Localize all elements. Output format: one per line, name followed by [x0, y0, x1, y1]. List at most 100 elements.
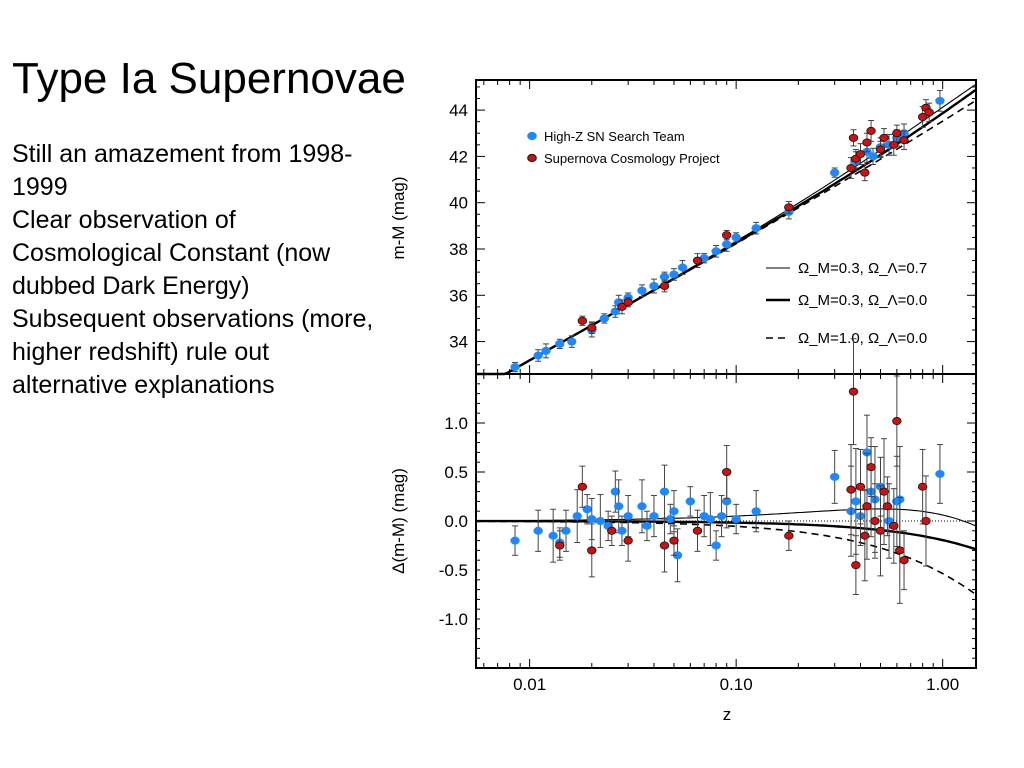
top-panel: 34 36 38 40 42 44 High-Z SN Search Team Superno… [449, 79, 977, 376]
data-point [829, 472, 840, 481]
data-point [731, 233, 741, 242]
data-point [917, 113, 928, 122]
y-tick-label: 0.0 [444, 512, 468, 531]
data-point [935, 96, 945, 105]
data-point [860, 168, 870, 177]
data-point [892, 417, 902, 426]
data-point [669, 536, 679, 545]
slide-title: Type Ia Supernovae [12, 54, 406, 103]
data-point [855, 482, 866, 491]
data-point [917, 482, 928, 491]
data-point [599, 314, 610, 323]
legend-label: Ω_M=0.3, Ω_Λ=0.0 [798, 292, 927, 309]
data-point [851, 497, 861, 506]
y-tick-label: 1.0 [444, 414, 468, 433]
data-point [705, 515, 716, 524]
bullet-list: Still an amazement from 1998-1999 Clear … [12, 138, 382, 402]
data-point [669, 507, 679, 516]
data-point [685, 497, 696, 506]
data-point [882, 502, 893, 511]
data-point [659, 272, 670, 281]
data-point [721, 231, 732, 240]
y-tick-label: 36 [449, 286, 468, 305]
data-point [711, 247, 721, 256]
x-tick-label: 1.00 [926, 675, 959, 694]
bottom-y-axis-label: Δ(m-M) (mag) [389, 468, 408, 574]
data-point [829, 168, 840, 177]
data-point [649, 512, 659, 521]
legend-label: Ω_M=0.3, Ω_Λ=0.7 [798, 260, 927, 277]
data-point [899, 556, 909, 565]
y-tick-label: -0.5 [439, 561, 468, 580]
legend-label: High-Z SN Search Team [544, 129, 685, 144]
data-point [607, 526, 617, 535]
data-point [617, 526, 627, 535]
data-point [879, 487, 889, 496]
data-point [860, 531, 870, 540]
data-point [659, 487, 670, 496]
data-point [649, 282, 659, 291]
legend-label: Ω_M=1.0, Ω_Λ=0.0 [798, 330, 927, 347]
data-point [924, 108, 934, 117]
x-tick-label: 0.01 [513, 675, 546, 694]
data-point [879, 133, 889, 142]
data-point [610, 307, 621, 316]
data-point [669, 270, 679, 279]
data-point [711, 541, 721, 550]
data-point [637, 502, 647, 511]
data-point [721, 240, 732, 249]
data-point [899, 136, 909, 145]
data-point [555, 339, 565, 348]
data-point [659, 282, 670, 291]
bullet-item: Subsequent observations (more, higher re… [12, 305, 374, 399]
data-point [541, 346, 551, 355]
data-point [868, 152, 878, 161]
data-point [848, 387, 859, 396]
data-point [895, 546, 905, 555]
data-point [889, 521, 899, 530]
data-point [866, 126, 876, 135]
bullet-item: Still an amazement from 1998-1999 [12, 140, 353, 201]
data-point [595, 516, 606, 525]
legend-marker [527, 131, 537, 141]
y-tick-label: 40 [449, 194, 468, 213]
data-point [659, 541, 670, 550]
data-point [870, 516, 880, 525]
data-point [533, 526, 543, 535]
y-tick-label: 34 [449, 333, 468, 352]
data-point [692, 526, 703, 535]
y-tick-label: 38 [449, 240, 468, 259]
data-point [577, 482, 588, 491]
data-point [510, 536, 520, 545]
data-point [866, 463, 876, 472]
data-point [875, 145, 886, 154]
legend-marker [527, 153, 537, 163]
data-point [848, 133, 859, 142]
data-point [561, 526, 571, 535]
data-point [935, 469, 945, 478]
x-tick-label: 0.10 [720, 675, 753, 694]
y-tick-label: 0.5 [444, 463, 468, 482]
model-curve [476, 99, 977, 375]
data-point [889, 140, 899, 149]
data-point [642, 521, 652, 530]
data-point [548, 531, 558, 540]
data-point [716, 512, 727, 521]
x-axis-label: z [723, 705, 732, 724]
data-point [721, 467, 732, 476]
data-point [533, 351, 543, 360]
data-point [623, 536, 633, 545]
top-y-axis-label: m-M (mag) [389, 176, 408, 259]
hubble-diagram-figure: 34 36 38 40 42 44 High-Z SN Search Team Superno… [389, 79, 977, 724]
data-point [862, 502, 872, 511]
y-tick-label: -1.0 [439, 610, 468, 629]
data-point [784, 203, 794, 212]
data-point [875, 526, 886, 535]
data-point [751, 507, 761, 516]
data-point [587, 323, 597, 332]
data-point [677, 263, 688, 272]
data-point [577, 316, 588, 325]
legend-label: Supernova Cosmology Project [544, 151, 720, 166]
bullet-item: Clear observation of Cosmological Consta… [12, 206, 331, 300]
data-point [567, 337, 577, 346]
